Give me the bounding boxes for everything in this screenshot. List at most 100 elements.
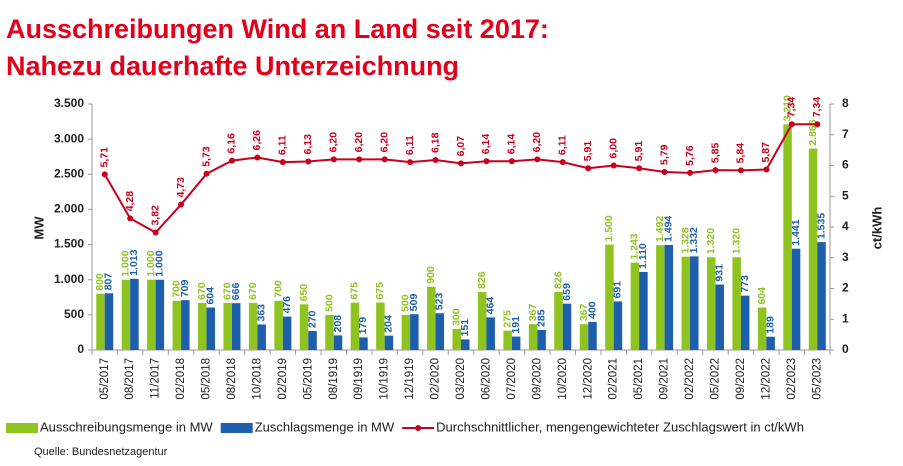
line-point xyxy=(814,121,821,128)
line-point xyxy=(712,167,719,174)
bar-value-label: 670 xyxy=(221,282,233,300)
bar xyxy=(121,279,131,350)
line-value-label: 6,20 xyxy=(328,132,340,153)
legend-label: Durchschnittlicher, mengengewichteter Zu… xyxy=(436,419,804,434)
line-value-label: 4,28 xyxy=(124,191,136,212)
bar-value-label: 650 xyxy=(298,284,310,302)
line-point xyxy=(534,156,541,163)
bar-value-label: 367 xyxy=(578,304,590,322)
bar xyxy=(732,257,741,350)
bar xyxy=(639,271,648,350)
bar-value-label: 666 xyxy=(230,283,242,301)
x-tick-label: 02/2022 xyxy=(684,358,696,400)
bar-value-label: 476 xyxy=(281,296,293,314)
legend-swatch xyxy=(415,425,422,431)
bar xyxy=(766,336,775,350)
bar-value-label: 191 xyxy=(510,316,522,334)
bar-value-label: 400 xyxy=(586,301,598,319)
line-point xyxy=(687,169,694,176)
bar-value-label: 204 xyxy=(383,315,395,333)
bar-value-label: 800 xyxy=(94,273,106,291)
line-value-label: 6,11 xyxy=(557,135,569,155)
y2-tick-label: 8 xyxy=(842,96,849,110)
line-value-label: 5,71 xyxy=(99,147,111,168)
line-value-label: 5,91 xyxy=(633,141,645,162)
line-value-label: 7,34 xyxy=(811,97,823,118)
bar xyxy=(452,328,461,350)
bar-value-label: 604 xyxy=(205,287,217,305)
bar xyxy=(130,278,139,350)
bar xyxy=(664,244,674,350)
bar-value-label: 1.441 xyxy=(790,219,802,245)
x-tick-label: 12/1919 xyxy=(404,358,416,400)
bar xyxy=(410,314,419,350)
bar-value-label: 826 xyxy=(476,271,488,289)
line-value-label: 6,11 xyxy=(404,135,416,155)
bar-value-label: 604 xyxy=(756,287,768,305)
x-tick-label: 02/2021 xyxy=(608,358,620,400)
y-tick-label: 1.000 xyxy=(54,272,84,286)
x-tick-label: 05/2018 xyxy=(201,358,213,400)
bar-value-label: 500 xyxy=(323,294,335,312)
line-value-label: 5,85 xyxy=(709,143,721,164)
x-tick-label: 03/2020 xyxy=(455,358,467,400)
line-value-label: 4,73 xyxy=(175,177,187,198)
bar xyxy=(791,248,801,350)
bar xyxy=(579,324,589,350)
line-value-label: 3,82 xyxy=(149,205,161,226)
bar xyxy=(511,336,521,350)
x-tick-label: 09/1919 xyxy=(353,358,365,400)
bar-value-label: 773 xyxy=(739,275,751,293)
x-tick-label: 09/2020 xyxy=(531,358,543,400)
bar xyxy=(613,301,623,350)
bar xyxy=(104,293,114,350)
bar-value-label: 367 xyxy=(527,304,539,322)
line-point xyxy=(381,156,388,163)
bar xyxy=(690,256,699,350)
bar xyxy=(172,300,182,350)
y-tick-label: 2.500 xyxy=(54,166,84,180)
line-point xyxy=(279,159,286,166)
line-value-label: 6,14 xyxy=(506,134,518,155)
x-tick-label: 06/2020 xyxy=(480,358,492,400)
bar-value-label: 807 xyxy=(103,273,115,291)
legend-label: Ausschreibungsmenge in MW xyxy=(40,419,213,434)
x-tick-label: 09/2022 xyxy=(735,358,747,400)
bar xyxy=(282,316,292,350)
line-value-label: 6,20 xyxy=(353,132,365,153)
bar-value-label: 691 xyxy=(612,281,624,299)
x-tick-label: 05/2022 xyxy=(710,358,722,400)
bar-value-label: 670 xyxy=(196,282,208,300)
bar xyxy=(308,331,317,350)
bar xyxy=(740,295,750,350)
line-value-label: 5,91 xyxy=(582,141,594,162)
line-value-label: 5,79 xyxy=(658,144,670,165)
y-tick-label: 3.500 xyxy=(54,96,84,110)
bar-value-label: 1.110 xyxy=(637,243,649,269)
line-value-label: 6,00 xyxy=(607,138,619,159)
bar xyxy=(427,286,436,350)
line-point xyxy=(254,154,261,161)
bar xyxy=(554,291,563,350)
bar-value-label: 509 xyxy=(408,294,420,312)
bar xyxy=(376,302,385,350)
bar xyxy=(435,313,445,350)
bar xyxy=(299,304,309,350)
y-axis-label: MW xyxy=(31,216,46,240)
x-tick-label: 08/1919 xyxy=(328,358,340,400)
x-tick-label: 10/2020 xyxy=(557,358,569,400)
bar-value-label: 151 xyxy=(459,319,471,337)
line-point xyxy=(559,159,566,166)
line-value-label: 5,73 xyxy=(200,146,212,167)
bar-value-label: 1.492 xyxy=(654,216,666,242)
bar-value-label: 3.210 xyxy=(781,95,793,121)
y2-tick-label: 6 xyxy=(842,158,849,172)
bar-value-label: 189 xyxy=(764,316,776,334)
bar xyxy=(808,148,818,350)
y2-axis-label: ct/kWh xyxy=(869,207,884,250)
bar-value-label: 208 xyxy=(332,315,344,333)
x-tick-label: 02/2020 xyxy=(430,358,442,400)
bar-value-label: 675 xyxy=(349,282,361,300)
bar-value-label: 1.494 xyxy=(663,216,675,242)
y2-tick-label: 2 xyxy=(842,281,849,295)
